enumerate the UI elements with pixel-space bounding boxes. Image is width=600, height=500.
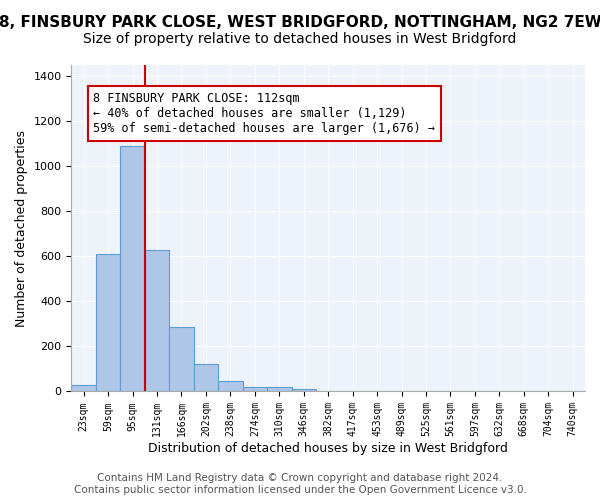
Bar: [71, 385, 96, 392]
Bar: [96, 254, 121, 392]
Bar: [121, 146, 145, 392]
Text: 8, FINSBURY PARK CLOSE, WEST BRIDGFORD, NOTTINGHAM, NG2 7EW: 8, FINSBURY PARK CLOSE, WEST BRIDGFORD, …: [0, 15, 600, 30]
Bar: [194, 364, 218, 392]
Text: Size of property relative to detached houses in West Bridgford: Size of property relative to detached ho…: [83, 32, 517, 46]
Bar: [218, 381, 242, 392]
Text: Contains HM Land Registry data © Crown copyright and database right 2024.
Contai: Contains HM Land Registry data © Crown c…: [74, 474, 526, 495]
Bar: [242, 386, 267, 392]
Text: 8 FINSBURY PARK CLOSE: 112sqm
← 40% of detached houses are smaller (1,129)
59% o: 8 FINSBURY PARK CLOSE: 112sqm ← 40% of d…: [94, 92, 436, 135]
Bar: [169, 328, 194, 392]
Bar: [267, 386, 292, 392]
X-axis label: Distribution of detached houses by size in West Bridgford: Distribution of detached houses by size …: [148, 442, 508, 455]
Bar: [145, 250, 169, 392]
Bar: [292, 388, 316, 392]
Y-axis label: Number of detached properties: Number of detached properties: [15, 130, 28, 326]
